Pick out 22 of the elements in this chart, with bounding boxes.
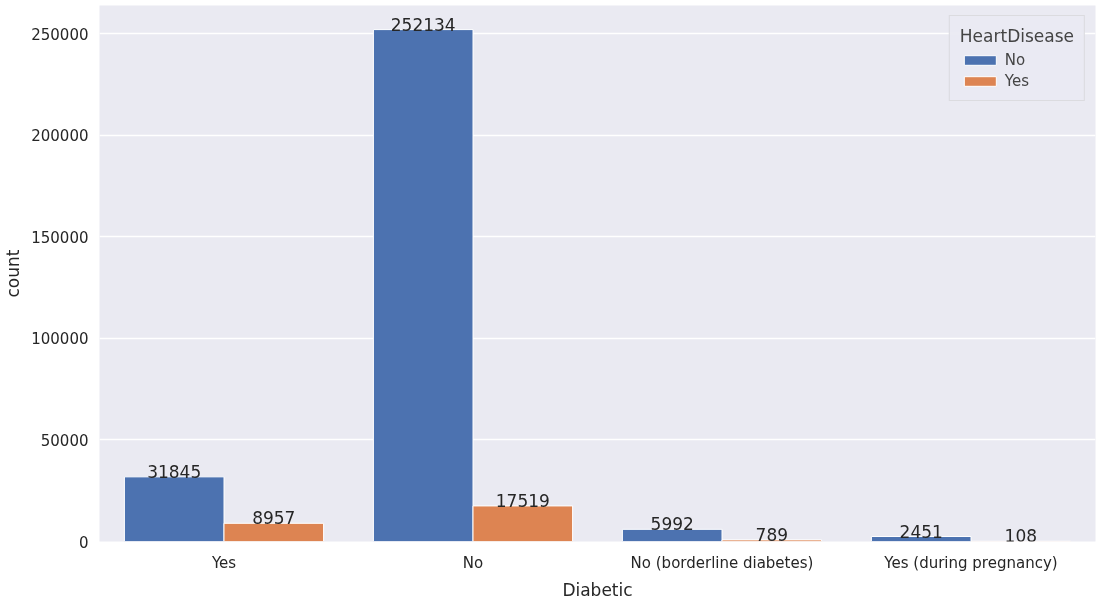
x-tick-label: Yes (210, 553, 237, 572)
x-tick-label: No (462, 553, 484, 572)
y-tick-label: 150000 (31, 228, 89, 247)
data-label: 5992 (650, 514, 694, 535)
data-label: 8957 (252, 508, 296, 529)
y-tick-label: 100000 (31, 330, 89, 349)
y-tick-label: 250000 (31, 25, 89, 44)
data-label: 2451 (899, 521, 943, 542)
y-tick-label: 50000 (40, 431, 89, 450)
x-tick-label: Yes (during pregnancy) (883, 553, 1058, 572)
data-label: 789 (755, 524, 789, 545)
y-axis-title: count (3, 249, 24, 298)
legend-label: Yes (1004, 72, 1030, 90)
x-axis-title: Diabetic (562, 579, 633, 600)
x-tick-label: No (borderline diabetes) (630, 553, 814, 572)
data-label: 17519 (495, 490, 550, 511)
data-label: 31845 (147, 461, 202, 482)
y-tick-label: 0 (78, 533, 89, 552)
legend-title: HeartDisease (959, 26, 1074, 46)
y-tick-label: 200000 (31, 127, 89, 146)
data-label: 252134 (390, 14, 456, 35)
legend-label: No (1004, 51, 1026, 69)
